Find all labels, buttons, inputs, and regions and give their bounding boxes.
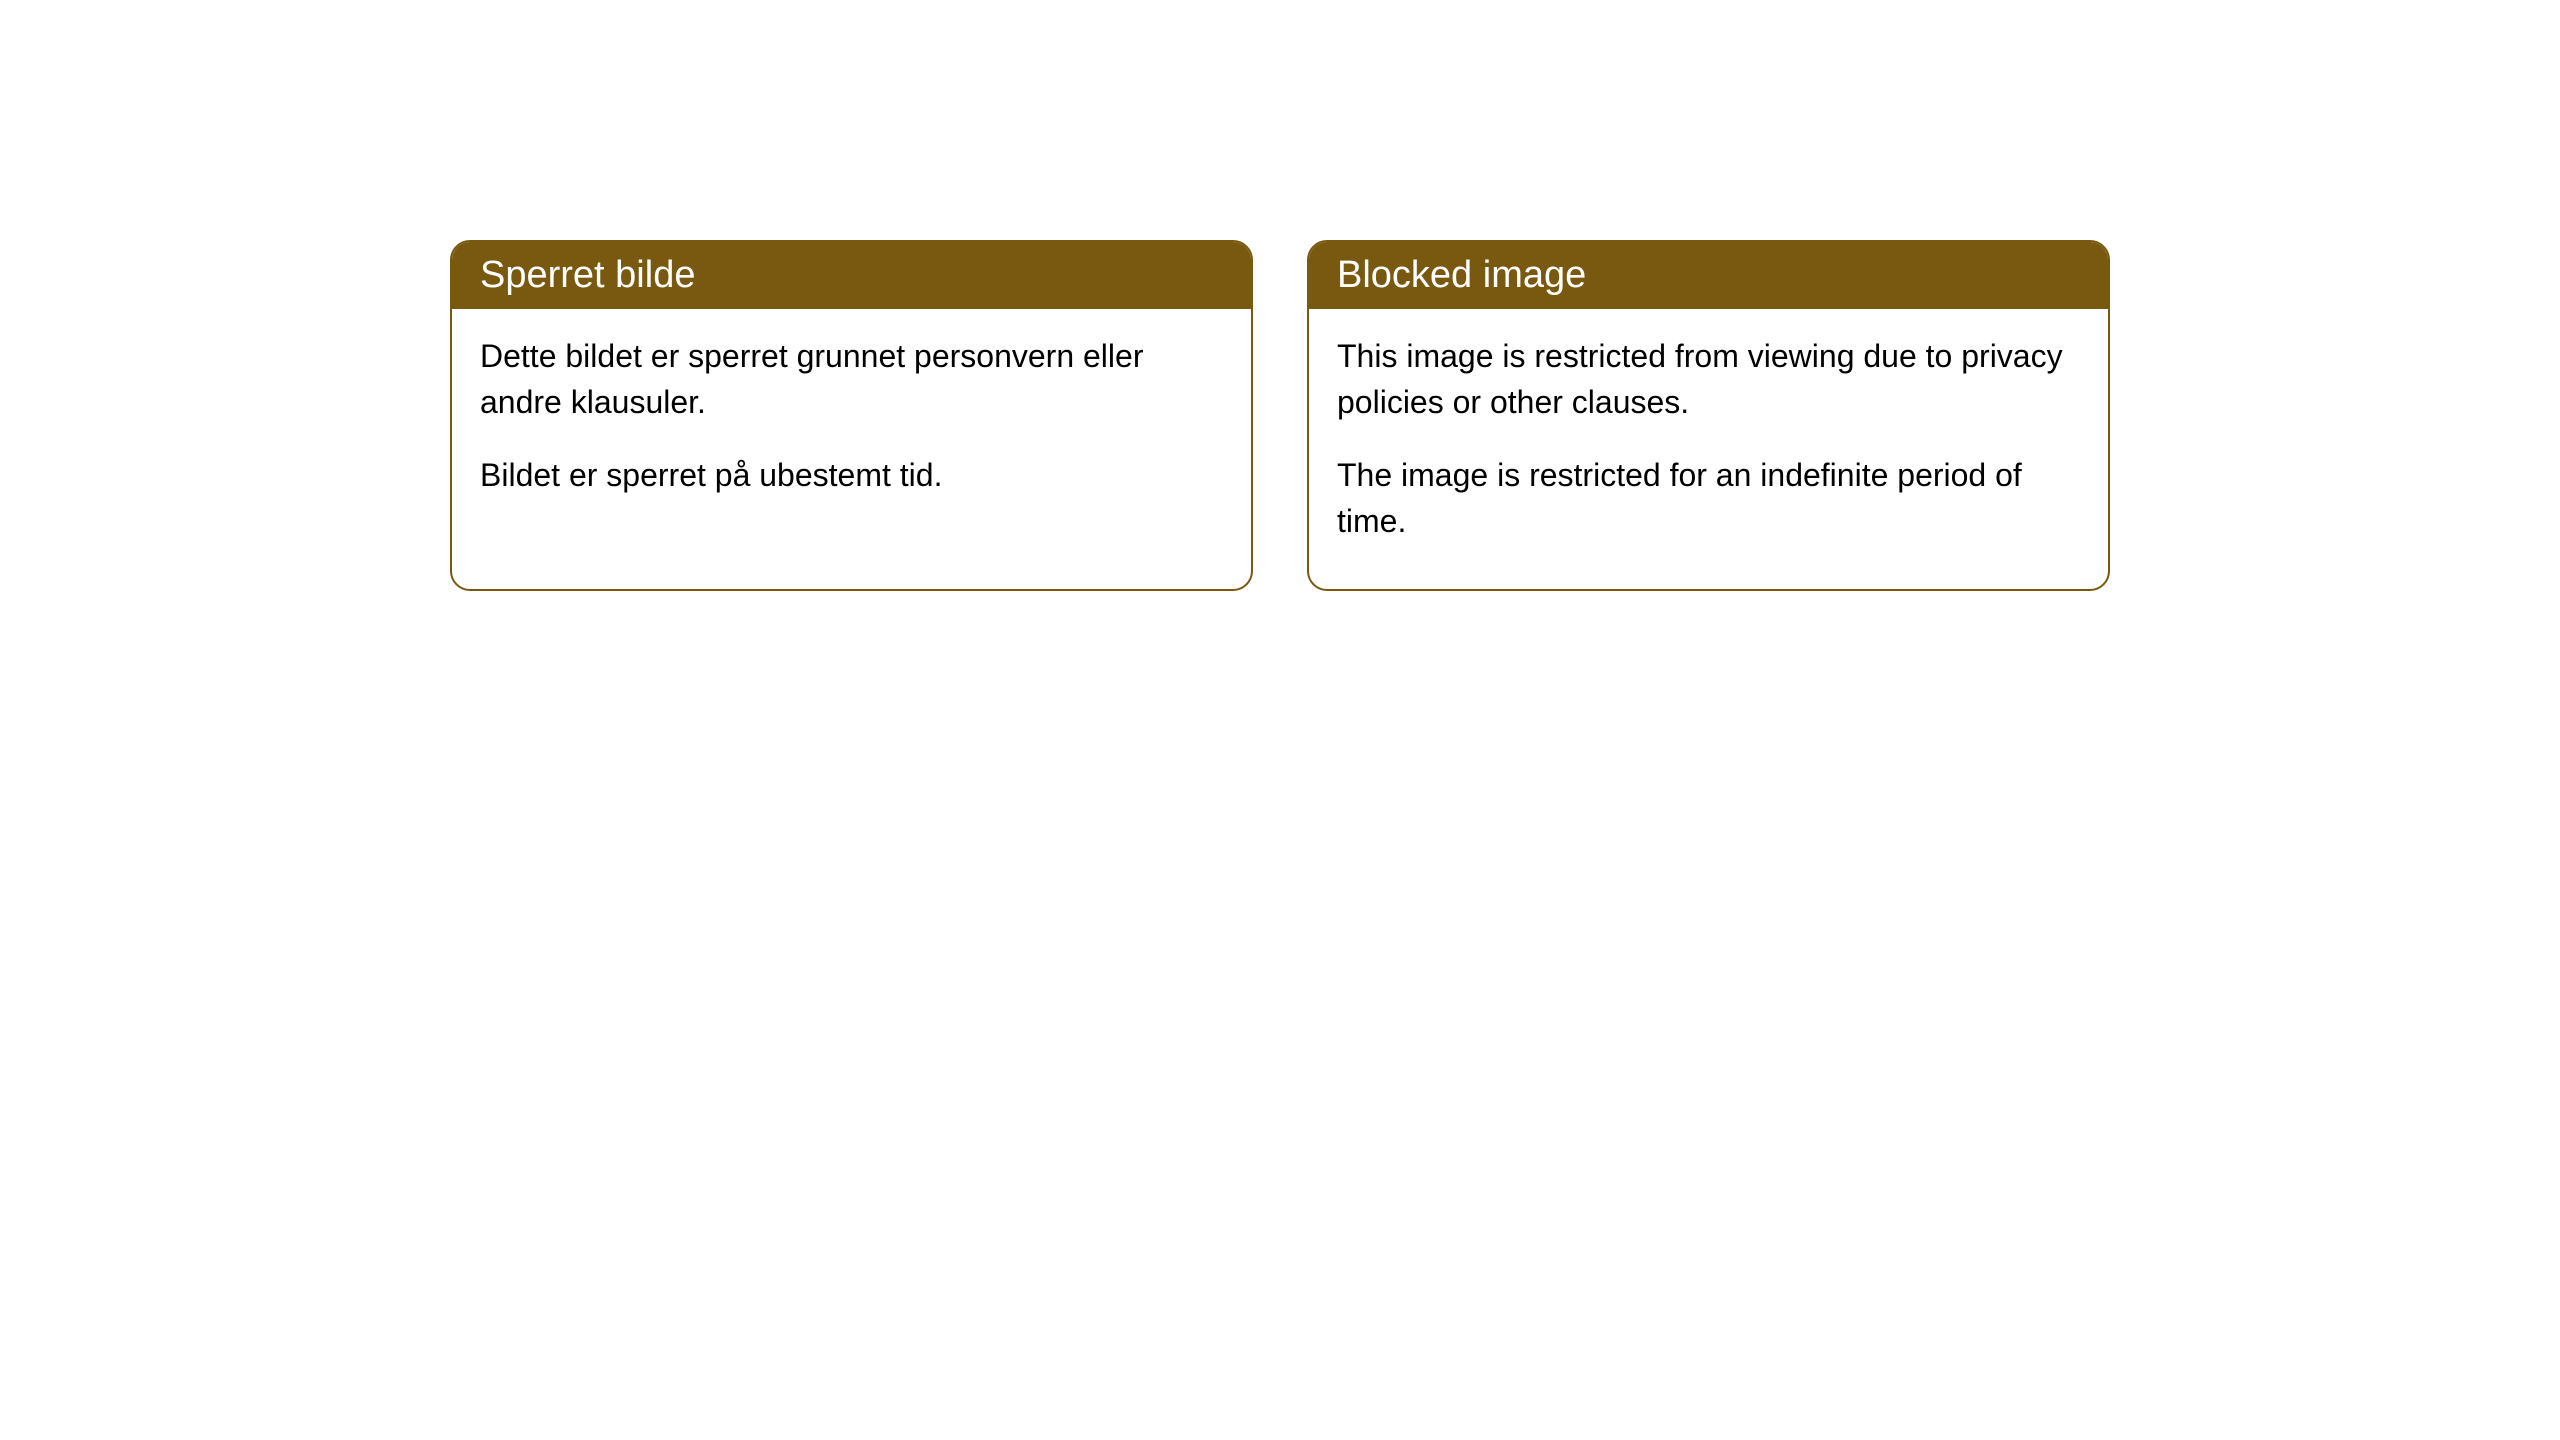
card-body: This image is restricted from viewing du… <box>1309 309 2108 589</box>
card-paragraph: Bildet er sperret på ubestemt tid. <box>480 452 1223 498</box>
card-header: Sperret bilde <box>452 242 1251 309</box>
card-paragraph: This image is restricted from viewing du… <box>1337 333 2080 426</box>
notice-card-norwegian: Sperret bilde Dette bildet er sperret gr… <box>450 240 1253 591</box>
notice-cards-container: Sperret bilde Dette bildet er sperret gr… <box>450 240 2110 591</box>
card-body: Dette bildet er sperret grunnet personve… <box>452 309 1251 542</box>
card-paragraph: Dette bildet er sperret grunnet personve… <box>480 333 1223 426</box>
card-paragraph: The image is restricted for an indefinit… <box>1337 452 2080 545</box>
notice-card-english: Blocked image This image is restricted f… <box>1307 240 2110 591</box>
card-header: Blocked image <box>1309 242 2108 309</box>
